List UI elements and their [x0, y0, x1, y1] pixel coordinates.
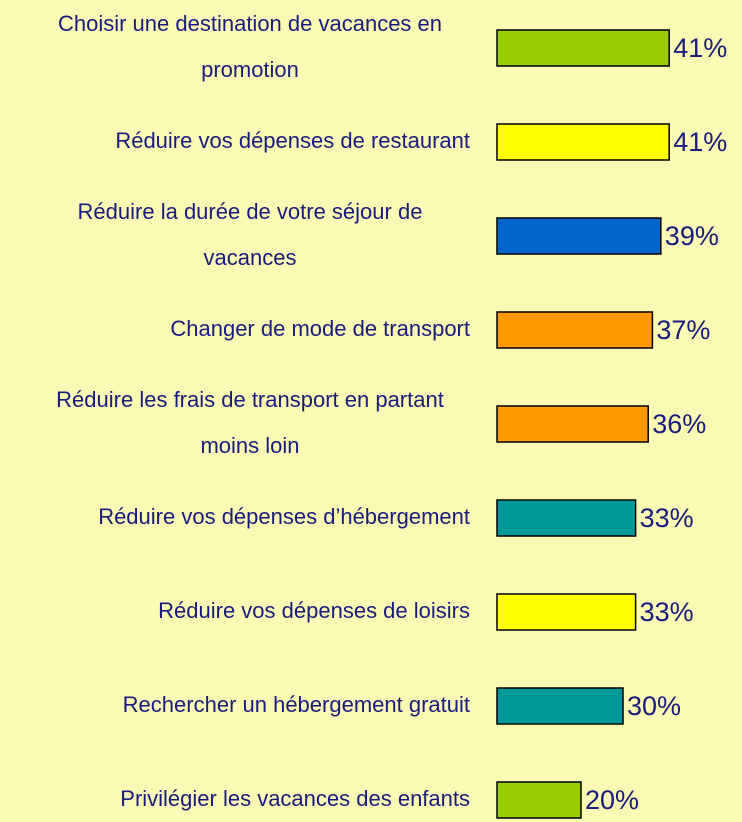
- bar: [496, 499, 637, 537]
- bar: [496, 781, 582, 819]
- category-label: Réduire vos dépenses de loisirs: [158, 598, 470, 623]
- category-label: Privilégier les vacances des enfants: [120, 786, 470, 811]
- category-label: Réduire vos dépenses de restaurant: [115, 128, 470, 153]
- value-label: 33%: [640, 503, 694, 533]
- bar: [496, 123, 670, 161]
- value-label: 30%: [627, 691, 681, 721]
- bar: [496, 593, 637, 631]
- value-label: 41%: [673, 127, 727, 157]
- value-label: 37%: [656, 315, 710, 345]
- category-label: Réduire vos dépenses d’hébergement: [98, 504, 470, 529]
- value-label: 41%: [673, 33, 727, 63]
- category-label: Choisir une destination de vacances en pr…: [58, 11, 442, 82]
- value-label: 33%: [640, 597, 694, 627]
- value-label: 20%: [585, 785, 639, 815]
- bar: [496, 217, 662, 255]
- category-label: Réduire la durée de votre séjour de vacan…: [78, 199, 423, 270]
- category-label: Réduire les frais de transport en partan…: [56, 387, 444, 458]
- value-label: 36%: [652, 409, 706, 439]
- bar: [496, 405, 649, 443]
- value-label: 39%: [665, 221, 719, 251]
- category-label: Rechercher un hébergement gratuit: [123, 692, 470, 717]
- bar: [496, 687, 624, 725]
- bar: [496, 311, 654, 349]
- bar: [496, 29, 670, 67]
- category-label: Changer de mode de transport: [170, 316, 470, 341]
